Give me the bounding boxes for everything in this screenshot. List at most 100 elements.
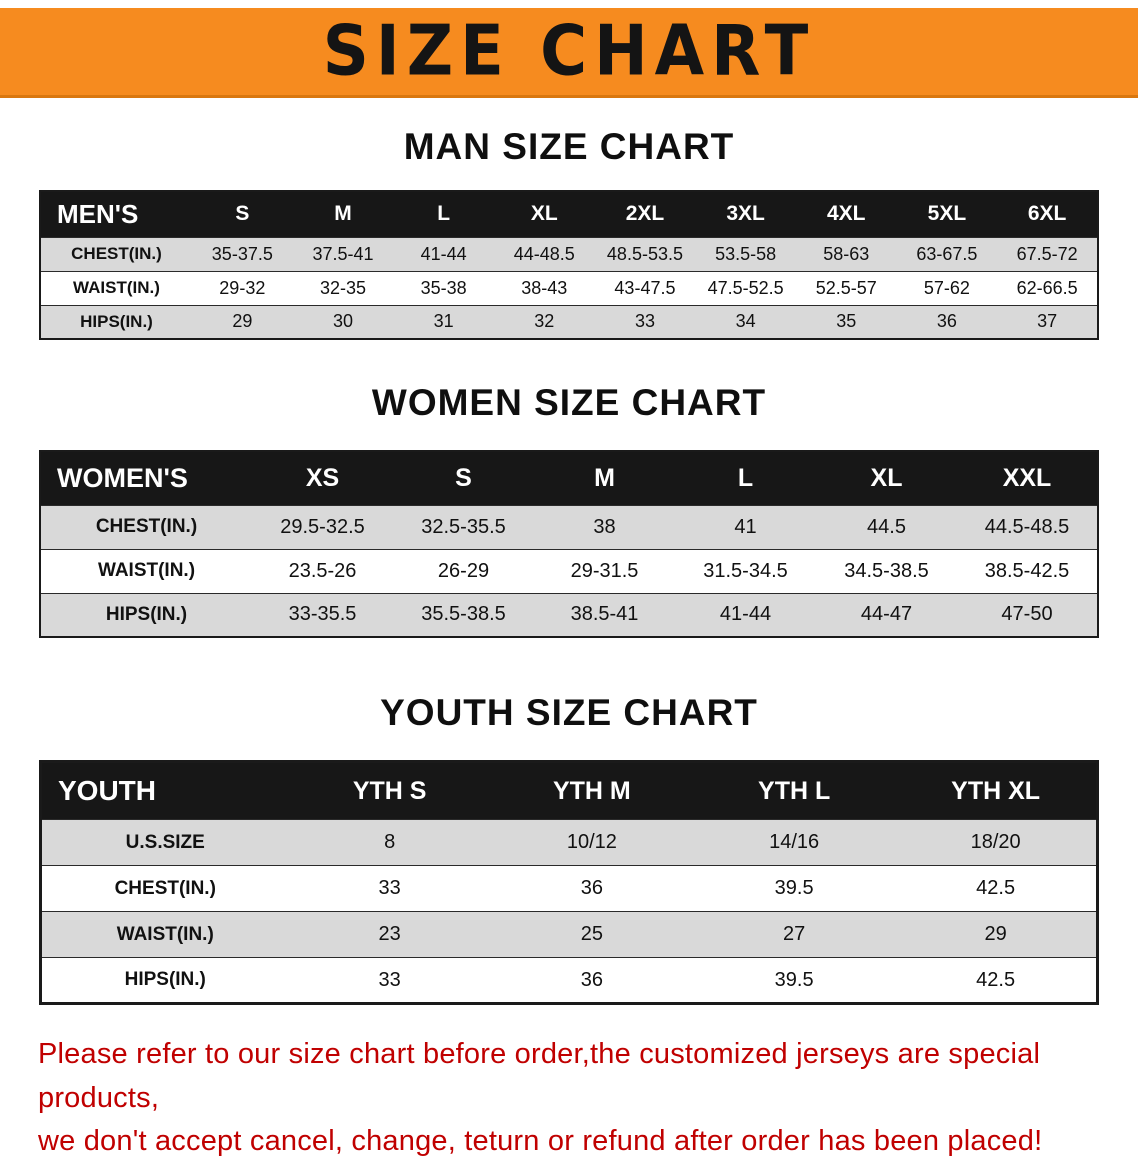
size-column-header: M	[292, 191, 394, 237]
table-row: CHEST(IN.) 29.5-32.5 32.5-35.5 38 41 44.5 44.5…	[40, 505, 1098, 549]
table-cell: 39.5	[774, 877, 814, 899]
table-cell: 36	[936, 311, 957, 332]
table-group-label: YOUTH	[40, 761, 289, 820]
women-size-table: WOMEN'S XS S M L XL XXL CHEST(IN.) 29.5-32.5 32.5…	[39, 450, 1099, 638]
table-cell: 33	[378, 968, 401, 991]
youth-size-chart-section: YOUTH SIZE CHART YOUTH YTH S YTH M YTH L YTH…	[0, 692, 1138, 1005]
table-cell: 34	[735, 311, 756, 332]
row-label: HIPS(IN.)	[105, 603, 188, 625]
table-cell: 63-67.5	[916, 243, 978, 264]
table-cell: 67.5-72	[1016, 243, 1078, 264]
size-column-header: L	[393, 191, 494, 237]
table-row: WAIST(IN.) 23.5-26 26-29 29-31.5 31.5-34.5 34…	[40, 549, 1098, 593]
table-cell: 36	[580, 968, 603, 991]
row-label: HIPS(IN.)	[124, 969, 206, 990]
men-size-table: MEN'S S M L XL 2XL 3XL 4XL 5XL 6XL CHEST(IN.) 35-37…	[39, 190, 1099, 340]
table-cell: 38.5-41	[570, 603, 639, 626]
table-cell: 38	[593, 515, 616, 538]
table-cell: 33-35.5	[288, 603, 357, 626]
size-column-header: XL	[816, 451, 957, 505]
table-cell: 29	[232, 311, 253, 332]
size-column-header: S	[192, 191, 293, 237]
table-cell: 44.5	[867, 515, 906, 538]
table-cell: 41-44	[719, 603, 772, 626]
size-table-header-row: MEN'S S M L XL 2XL 3XL 4XL 5XL 6XL	[40, 191, 1098, 237]
size-column-header: S	[393, 451, 534, 505]
disclaimer-line-2: we don't accept cancel, change, teturn o…	[38, 1125, 1043, 1157]
man-size-chart-section: MAN SIZE CHART MEN'S S M L XL 2XL 3XL 4XL 5XL 6XL…	[0, 126, 1138, 340]
size-column-header: YTH L	[693, 761, 896, 820]
table-row: U.S.SIZE 8 10/12 14/16 18/20	[40, 819, 1098, 866]
table-cell: 32.5-35.5	[421, 515, 506, 538]
table-cell: 37	[1037, 311, 1058, 332]
size-column-header: YTH S	[288, 761, 491, 820]
table-cell: 41-44	[420, 243, 467, 264]
size-column-header: 3XL	[695, 191, 796, 237]
table-cell: 32	[534, 311, 555, 332]
table-cell: 18/20	[970, 831, 1021, 853]
table-cell: 41	[734, 515, 757, 538]
table-cell: 53.5-58	[715, 243, 777, 264]
size-column-header: XXL	[957, 451, 1098, 505]
table-cell: 29-31.5	[570, 559, 639, 582]
table-row: WAIST(IN.) 29-32 32-35 35-38 38-43 43-47.5 47.…	[40, 271, 1098, 305]
youth-size-table: YOUTH YTH S YTH M YTH L YTH XL U.S.SIZE 8 10/12…	[39, 760, 1099, 1005]
size-column-header: L	[675, 451, 816, 505]
table-cell: 39.5	[774, 968, 814, 991]
table-row: WAIST(IN.) 23 25 27 29	[40, 911, 1098, 958]
table-cell: 23	[378, 923, 401, 945]
table-cell: 29	[984, 923, 1007, 945]
table-group-label: MEN'S	[40, 191, 192, 237]
table-cell: 35-37.5	[211, 243, 273, 264]
table-cell: 14/16	[769, 831, 820, 853]
table-cell: 44-47	[860, 603, 913, 626]
table-cell: 29.5-32.5	[280, 515, 365, 538]
row-label: HIPS(IN.)	[80, 311, 153, 331]
size-column-header: XL	[493, 191, 595, 237]
size-chart-page: SIZE CHART MAN SIZE CHART MEN'S S M L XL 2XL 3…	[0, 8, 1138, 1164]
row-label: CHEST(IN.)	[114, 877, 216, 899]
table-cell: 42.5	[976, 877, 1016, 899]
women-size-chart-section: WOMEN SIZE CHART WOMEN'S XS S M L XL XXL CHEST(…	[0, 382, 1138, 638]
table-cell: 10/12	[566, 831, 617, 853]
table-cell: 47.5-52.5	[707, 277, 784, 298]
table-cell: 52.5-57	[815, 277, 877, 298]
table-cell: 25	[580, 923, 603, 945]
size-column-header: 2XL	[594, 191, 696, 237]
row-label: CHEST(IN.)	[95, 516, 198, 537]
page-title: SIZE CHART	[322, 11, 816, 92]
section-title-youth: YOUTH SIZE CHART	[380, 692, 758, 733]
table-cell: 36	[580, 877, 603, 899]
table-cell: 44.5-48.5	[984, 515, 1070, 538]
table-cell: 58-63	[823, 243, 870, 264]
table-cell: 30	[332, 311, 353, 332]
table-cell: 47-50	[1001, 603, 1053, 626]
row-label: WAIST(IN.)	[97, 560, 196, 581]
table-row: HIPS(IN.) 33 36 39.5 42.5	[40, 957, 1098, 1004]
table-row: HIPS(IN.) 33-35.5 35.5-38.5 38.5-41 41-44 44-…	[40, 593, 1098, 637]
table-cell: 33	[634, 311, 655, 332]
table-cell: 27	[783, 923, 806, 945]
size-column-header: 6XL	[997, 191, 1098, 237]
size-column-header: YTH M	[490, 761, 693, 820]
table-cell: 62-66.5	[1016, 277, 1078, 298]
table-cell: 35-38	[420, 277, 467, 298]
table-cell: 44-48.5	[513, 243, 575, 264]
table-cell: 23.5-26	[288, 559, 357, 582]
table-cell: 8	[384, 831, 396, 853]
size-column-header: YTH XL	[895, 761, 1098, 820]
table-cell: 34.5-38.5	[844, 559, 929, 582]
table-cell: 29-32	[219, 277, 266, 298]
table-group-label: WOMEN'S	[40, 451, 252, 505]
size-column-header: 4XL	[795, 191, 897, 237]
table-cell: 38-43	[521, 277, 568, 298]
disclaimer-line-1: Please refer to our size chart before or…	[38, 1038, 1041, 1114]
table-cell: 35.5-38.5	[421, 603, 506, 626]
table-cell: 35	[836, 311, 857, 332]
section-title-man: MAN SIZE CHART	[403, 126, 735, 167]
table-cell: 32-35	[319, 277, 366, 298]
banner: SIZE CHART	[0, 8, 1138, 98]
size-table-header-row: YOUTH YTH S YTH M YTH L YTH XL	[40, 761, 1098, 820]
table-cell: 38.5-42.5	[984, 559, 1070, 582]
section-title-women: WOMEN SIZE CHART	[371, 382, 767, 423]
